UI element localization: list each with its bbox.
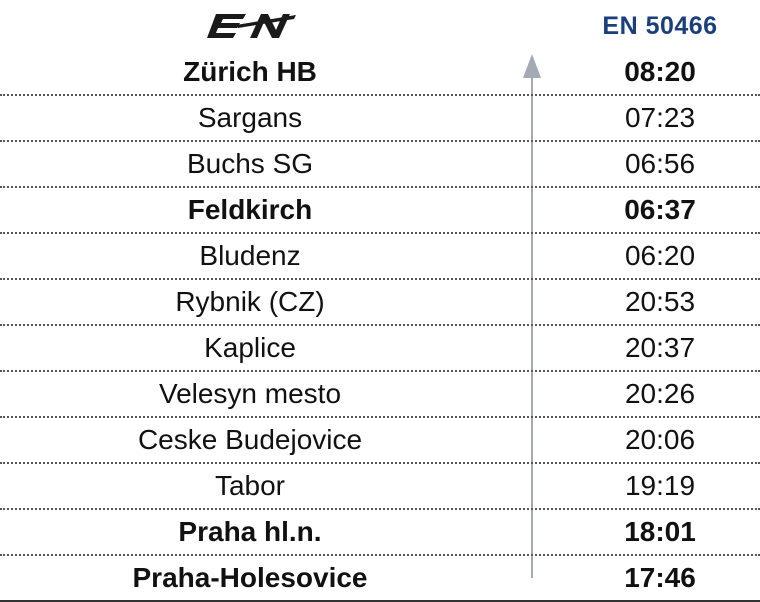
departure-time: 06:20 xyxy=(624,240,696,271)
departure-time: 20:06 xyxy=(624,424,696,455)
departure-time: 20:53 xyxy=(624,286,696,317)
station-name: Praha hl.n. xyxy=(178,516,322,547)
station-name: Zürich HB xyxy=(183,56,317,87)
departure-time: 20:37 xyxy=(624,332,696,363)
en-logo-icon xyxy=(207,14,296,38)
train-number: EN 50466 xyxy=(602,12,718,40)
timetable-row: Rybnik (CZ) 20:53 xyxy=(0,280,760,326)
station-name: Bludenz xyxy=(199,240,301,271)
timetable-row: Zürich HB 08:20 xyxy=(0,50,760,96)
station-name: Sargans xyxy=(197,102,303,133)
station-name: Rybnik (CZ) xyxy=(175,286,325,317)
departure-time: 20:26 xyxy=(624,378,696,409)
station-name: Tabor xyxy=(214,470,286,501)
station-name: Feldkirch xyxy=(187,194,313,225)
departure-time: 06:37 xyxy=(624,194,696,225)
station-name: Ceske Budejovice xyxy=(137,424,363,455)
timetable-row: Feldkirch 06:37 xyxy=(0,188,760,234)
departure-time: 06:56 xyxy=(624,148,696,179)
station-name: Buchs SG xyxy=(186,148,314,179)
timetable-row: Velesyn mesto 20:26 xyxy=(0,372,760,418)
timetable-row: Praha-Holesovice 17:46 xyxy=(0,556,760,602)
timetable-row: Sargans 07:23 xyxy=(0,96,760,142)
departure-time: 17:46 xyxy=(624,562,696,593)
departure-time: 08:20 xyxy=(624,56,696,87)
station-name: Velesyn mesto xyxy=(158,378,342,409)
timetable-row: Tabor 19:19 xyxy=(0,464,760,510)
timetable-row: Ceske Budejovice 20:06 xyxy=(0,418,760,464)
arrow-up-icon xyxy=(523,54,541,578)
timetable-row: Bludenz 06:20 xyxy=(0,234,760,280)
timetable-row: Kaplice 20:37 xyxy=(0,326,760,372)
timetable-row: Buchs SG 06:56 xyxy=(0,142,760,188)
timetable-header: EN 50466 xyxy=(0,0,760,50)
departure-time: 18:01 xyxy=(624,516,696,547)
timetable-row: Praha hl.n. 18:01 xyxy=(0,510,760,556)
departure-time: 19:19 xyxy=(624,470,696,501)
station-name: Kaplice xyxy=(204,332,296,363)
timetable: Zürich HB 08:20 Sargans 07:23 Buchs SG 06:56 F… xyxy=(0,50,760,602)
departure-time: 07:23 xyxy=(624,102,696,133)
station-name: Praha-Holesovice xyxy=(132,562,368,593)
